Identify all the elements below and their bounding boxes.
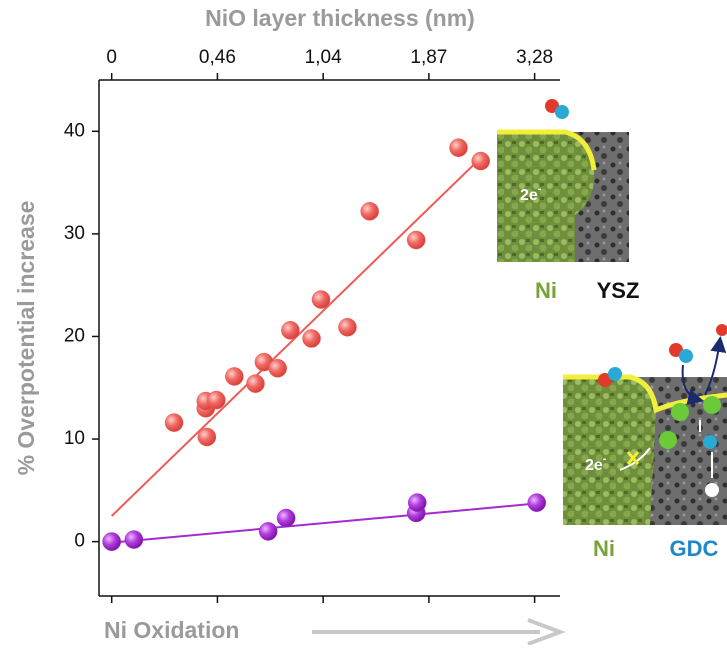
atom bbox=[659, 431, 677, 449]
top-tick-label: 3,28 bbox=[516, 47, 553, 68]
point bbox=[258, 522, 278, 541]
point bbox=[246, 374, 265, 393]
y-tick-label: 20 bbox=[64, 325, 85, 346]
electron: 2e bbox=[585, 457, 603, 474]
electron-path bbox=[619, 447, 651, 471]
electron: 2e bbox=[520, 187, 538, 204]
point bbox=[449, 138, 468, 157]
atom bbox=[703, 396, 721, 414]
point bbox=[338, 317, 357, 337]
y-axis-title: % Overpotential increase bbox=[13, 201, 39, 476]
inset-label: Ni bbox=[593, 536, 615, 561]
point bbox=[164, 413, 184, 432]
electron-label: 2e- bbox=[585, 453, 607, 474]
top-tick-label: 1,87 bbox=[410, 47, 447, 68]
arrow bbox=[681, 364, 704, 405]
point bbox=[360, 202, 379, 221]
point bbox=[268, 359, 287, 378]
point bbox=[102, 532, 121, 551]
top-tick-label: 1,04 bbox=[305, 47, 342, 68]
atom bbox=[703, 435, 717, 449]
charge: - bbox=[603, 453, 607, 465]
point bbox=[471, 151, 490, 171]
point bbox=[276, 508, 296, 528]
inset-label: Ni bbox=[535, 278, 557, 303]
point bbox=[527, 493, 546, 512]
ni-image bbox=[563, 377, 656, 525]
atom bbox=[671, 403, 689, 421]
inset-ni-ysz: 2e- Ni YSZ bbox=[497, 99, 639, 303]
inset-ni-gdc: 2e- Ni GDC bbox=[563, 324, 727, 561]
blocked bbox=[626, 451, 640, 465]
y-tick-label: 30 bbox=[64, 223, 85, 244]
point bbox=[207, 390, 226, 410]
y-tick-label: 0 bbox=[74, 531, 85, 552]
point bbox=[302, 329, 321, 348]
charge: - bbox=[538, 183, 542, 195]
point bbox=[281, 321, 300, 340]
oxidation-arrow-head bbox=[527, 618, 566, 646]
top-tick-label: 0,46 bbox=[199, 47, 236, 68]
point bbox=[406, 230, 426, 250]
top-tick-label: 0 bbox=[106, 47, 117, 68]
arrow bbox=[704, 336, 727, 396]
molecule bbox=[679, 349, 693, 363]
arrow bbox=[699, 420, 713, 478]
point bbox=[197, 427, 217, 447]
atom bbox=[705, 483, 719, 497]
electron-label: 2e- bbox=[520, 183, 542, 204]
x-axis-title: Ni Oxidation bbox=[104, 617, 239, 643]
y-tick-label: 40 bbox=[64, 120, 85, 141]
molecule bbox=[716, 324, 727, 336]
y-tick-label: 10 bbox=[64, 428, 85, 449]
point bbox=[124, 530, 144, 549]
ni-image bbox=[497, 132, 595, 262]
molecule bbox=[608, 367, 622, 381]
point bbox=[311, 290, 331, 309]
point bbox=[225, 367, 244, 386]
inset-label: GDC bbox=[670, 536, 719, 561]
top-axis-title: NiO layer thickness (nm) bbox=[205, 5, 475, 31]
fit-line bbox=[111, 502, 535, 544]
molecule bbox=[555, 105, 569, 119]
inset-label: YSZ bbox=[597, 278, 640, 303]
interface bbox=[497, 129, 597, 171]
point bbox=[408, 493, 427, 512]
